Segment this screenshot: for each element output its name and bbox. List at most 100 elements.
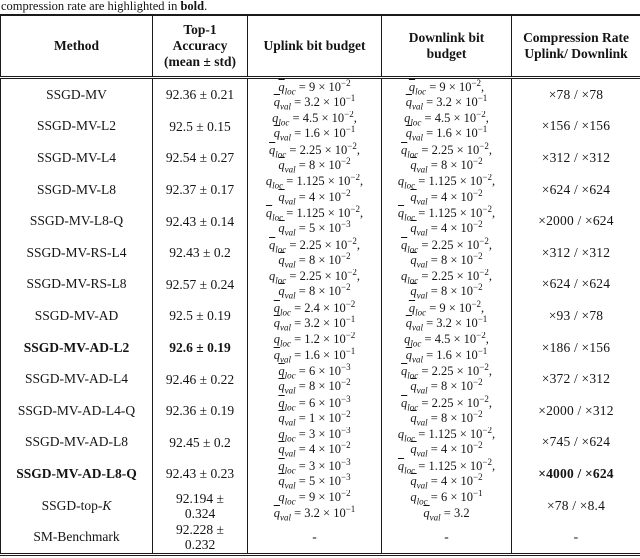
- downlink-budget-cell: qloc = 2.25 × 10−2, qval = 8 × 10−2: [381, 394, 512, 427]
- downlink-budget-cell: qloc = 2.25 × 10−2, qval = 8 × 10−2: [381, 142, 512, 174]
- compression-cell: -: [511, 521, 640, 555]
- q-bar-symbol: q: [269, 142, 276, 157]
- budget-line: qloc = 6 × 10−3: [278, 394, 351, 413]
- downlink-budget-cell: -: [381, 521, 512, 555]
- budget-line: qval = 3.2: [423, 505, 470, 522]
- table-row: SSGD-MV-L4 92.54 ± 0.27 qloc = 2.25 × 10−2…: [1, 142, 640, 174]
- budget-line: qval = 8 × 10−2: [278, 155, 351, 174]
- uplink-budget-cell: qloc = 6 × 10−3 qval = 8 × 10−2: [247, 363, 382, 395]
- uplink-budget-cell: qloc = 1.125 × 10−2, qval = 4 × 10−2: [247, 173, 382, 206]
- downlink-budget-cell: qloc = 6 × 10−1 qval = 3.2: [381, 489, 512, 522]
- uplink-budget-cell: qloc = 3 × 10−3 qval = 4 × 10−2: [247, 426, 382, 459]
- compression-cell: ×78 / ×78: [511, 77, 640, 111]
- accuracy-cell: 92.5 ± 0.15: [152, 110, 248, 143]
- budget-line: qval = 8 × 10−2: [410, 376, 483, 395]
- budget-line: qloc = 2.25 × 10−2,: [401, 236, 492, 255]
- q-bar-symbol: q: [410, 221, 417, 236]
- col-header-method: Method: [0, 15, 153, 79]
- caption-bold-word: bold: [180, 0, 205, 13]
- q-bar-symbol: q: [278, 79, 285, 94]
- q-bar-symbol: q: [265, 205, 273, 220]
- budget-line: qval = 8 × 10−2: [278, 282, 351, 301]
- uplink-budget-cell: qloc = 2.25 × 10−2, qval = 8 × 10−2: [247, 142, 382, 174]
- budget-line: qloc = 9 × 10−2: [278, 489, 351, 507]
- header-row: Method Top-1 Accuracy (mean ± std) Uplin…: [0, 15, 640, 79]
- table-row: SSGD-MV 92.36 ± 0.21 qloc = 9 × 10−2 qval =…: [1, 77, 640, 111]
- q-bar-symbol: q: [273, 347, 280, 362]
- uplink-budget-cell: qloc = 3 × 10−3 qval = 5 × 10−3: [247, 458, 382, 490]
- method-cell: SSGD-MV-RS-L4: [26, 244, 127, 260]
- downlink-budget-cell: qloc = 2.25 × 10−2, qval = 8 × 10−2: [381, 268, 512, 301]
- budget-line: qloc = 1.2 × 10−2: [273, 331, 356, 349]
- budget-line: qval = 8 × 10−2: [410, 282, 483, 301]
- q-bar-symbol: q: [404, 111, 411, 126]
- budget-line: qval = 8 × 10−2: [410, 408, 483, 427]
- uplink-budget-cell: qloc = 1.2 × 10−2 qval = 1.6 × 10−1: [247, 331, 382, 364]
- q-bar-symbol: q: [278, 189, 285, 204]
- col-header-uplink-budget: Uplink bit budget: [247, 15, 382, 79]
- budget-line: qloc = 2.25 × 10−2,: [269, 268, 360, 286]
- accuracy-cell: 92.43 ± 0.2: [152, 236, 248, 269]
- budget-line: qloc = 1.125 × 10−2,: [265, 205, 364, 223]
- budget-line: qval = 8 × 10−2: [278, 376, 351, 395]
- accuracy-cell: 92.5 ± 0.19: [152, 300, 248, 332]
- q-bar-symbol: q: [397, 205, 405, 220]
- q-bar-symbol: q: [408, 79, 416, 94]
- budget-line: qloc = 6 × 10−3: [278, 363, 351, 381]
- budget-line: qloc = 2.4 × 10−2: [273, 300, 356, 318]
- budget-line: qloc = 1.125 × 10−2,: [265, 173, 364, 191]
- accuracy-cell: 92.228 ± 0.232: [152, 521, 248, 555]
- q-bar-symbol: q: [278, 458, 285, 473]
- q-bar-symbol: q: [278, 395, 285, 410]
- budget-line: qloc = 3 × 10−3: [278, 426, 351, 444]
- method-cell: SSGD-top-K: [41, 497, 112, 513]
- q-bar-symbol: q: [272, 111, 279, 126]
- method-cell: SSGD-MV-AD-L4: [24, 371, 128, 387]
- q-bar-symbol: q: [278, 490, 285, 505]
- col-header-accuracy: Top-1 Accuracy (mean ± std): [152, 15, 248, 79]
- budget-line: qloc = 1.125 × 10−2,: [397, 458, 496, 476]
- table-caption-fragment: compression rate are highlighted in bold…: [0, 0, 640, 13]
- compression-cell: ×156 / ×156: [511, 110, 640, 143]
- accuracy-cell: 92.45 ± 0.2: [152, 426, 248, 459]
- budget-line: qval = 4 × 10−2: [278, 187, 351, 206]
- accuracy-cell: 92.43 ± 0.23: [152, 458, 248, 490]
- downlink-budget-cell: qloc = 2.25 × 10−2, qval = 8 × 10−2: [381, 363, 512, 395]
- budget-line: qloc = 4.5 × 10−2,: [404, 331, 489, 349]
- q-bar-symbol: q: [401, 237, 408, 252]
- method-cell: SSGD-MV-L8-Q: [29, 213, 124, 229]
- table-row: SSGD-MV-L8-Q 92.43 ± 0.14 qloc = 1.125 × 1…: [1, 205, 640, 237]
- budget-line: qloc = 1.125 × 10−2,: [397, 426, 496, 444]
- q-bar-symbol: q: [269, 269, 276, 284]
- downlink-budget-cell: qloc = 9 × 10−2, qval = 3.2 × 10−1: [381, 300, 512, 332]
- q-bar-symbol: q: [410, 157, 417, 172]
- budget-line: qval = 8 × 10−2: [410, 155, 483, 174]
- table-row: SSGD-MV-RS-L4 92.43 ± 0.2 qloc = 2.25 × 10…: [1, 236, 640, 269]
- q-bar-symbol: q: [410, 442, 417, 457]
- compression-cell: ×745 / ×624: [511, 426, 640, 459]
- method-cell: SSGD-MV-AD: [34, 307, 119, 323]
- q-bar-symbol: q: [401, 395, 408, 410]
- budget-line: qloc = 1.125 × 10−2,: [397, 173, 496, 191]
- budget-line: qval = 1.6 × 10−1: [405, 345, 488, 364]
- q-bar-symbol: q: [265, 174, 273, 189]
- accuracy-cell: 92.54 ± 0.27: [152, 142, 248, 174]
- q-bar-symbol: q: [278, 221, 285, 236]
- method-cell: SSGD-MV: [46, 86, 107, 102]
- budget-line: qval = 3.2 × 10−1: [405, 92, 488, 111]
- q-bar-symbol: q: [273, 332, 280, 347]
- downlink-budget-cell: qloc = 4.5 × 10−2, qval = 1.6 × 10−1: [381, 110, 512, 143]
- budget-line: qval = 1 × 10−2: [278, 408, 351, 427]
- table-row: SSGD-MV-AD-L8 92.45 ± 0.2 qloc = 3 × 10−3 q…: [1, 426, 640, 459]
- method-cell: SSGD-MV-L4: [36, 149, 117, 165]
- caption-text: compression rate are highlighted in: [1, 0, 181, 13]
- method-cell: SSGD-MV-AD-L4-Q: [17, 402, 136, 418]
- uplink-budget-cell: qloc = 2.4 × 10−2 qval = 3.2 × 10−1: [247, 300, 382, 332]
- budget-line: qloc = 9 × 10−2: [278, 77, 351, 97]
- q-bar-symbol: q: [273, 315, 280, 330]
- method-cell: SSGD-MV-RS-L8: [26, 276, 127, 292]
- budget-line: qval = 4 × 10−2: [410, 219, 483, 237]
- col-header-downlink-budget: Downlink bit budget: [381, 15, 512, 79]
- budget-line: qval = 8 × 10−2: [410, 250, 483, 269]
- uplink-budget-cell: qloc = 9 × 10−2 qval = 3.2 × 10−1: [247, 489, 382, 522]
